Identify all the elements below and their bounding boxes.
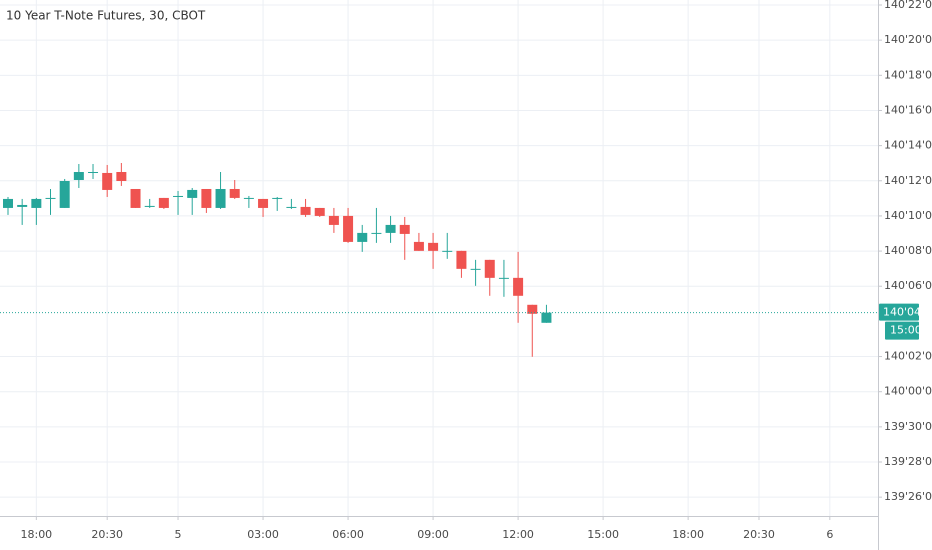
- candle-body: [102, 172, 113, 190]
- candle-body: [428, 242, 439, 251]
- x-tick-label: 18:00: [672, 528, 704, 541]
- x-tick-label: 15:00: [587, 528, 619, 541]
- y-tick-label: 140'06'0: [884, 279, 932, 292]
- candle-body: [272, 197, 283, 199]
- y-tick-label: 140'10'0: [884, 209, 932, 222]
- x-tick-label: 12:00: [502, 528, 534, 541]
- y-tick-label: 140'18'0: [884, 68, 932, 81]
- candle-body: [456, 250, 467, 269]
- x-tick-label: 20:30: [743, 528, 775, 541]
- candle-body: [300, 206, 311, 215]
- countdown-box: [885, 321, 919, 340]
- candle-body: [45, 197, 56, 199]
- candle-body: [215, 188, 226, 208]
- candle-body: [413, 241, 424, 251]
- y-tick-label: 140'12'0: [884, 174, 932, 187]
- candle-body: [357, 232, 368, 242]
- y-tick-label: 139'26'0: [884, 490, 932, 503]
- last-price-label: 140'04'5: [883, 306, 931, 319]
- x-tick-label: 6: [826, 528, 833, 541]
- candle-body: [399, 224, 410, 234]
- candle-body: [187, 189, 198, 198]
- candle-body: [158, 197, 169, 208]
- candle-body: [314, 207, 325, 216]
- candle-body: [442, 250, 453, 252]
- y-tick-label: 140'02'0: [884, 350, 932, 363]
- y-tick-label: 139'30'0: [884, 420, 932, 433]
- x-tick-label: 09:00: [417, 528, 449, 541]
- candle-body: [541, 312, 552, 323]
- candle-body: [31, 198, 42, 208]
- candle-body: [371, 232, 382, 234]
- candle-body: [470, 268, 481, 270]
- candle-body: [3, 198, 14, 208]
- candle-body: [88, 172, 99, 173]
- x-tick-label: 20:30: [91, 528, 123, 541]
- candle-body: [73, 172, 84, 180]
- candle-body: [130, 188, 141, 208]
- candle-body: [116, 172, 127, 181]
- candle-body: [385, 224, 396, 233]
- y-tick-label: 139'28'0: [884, 455, 932, 468]
- candle-body: [258, 198, 269, 208]
- y-tick-label: 140'00'0: [884, 385, 932, 398]
- candle-body: [286, 206, 297, 208]
- candle-body: [229, 188, 240, 198]
- candle-body: [513, 277, 524, 296]
- candle-body: [343, 215, 354, 242]
- candle-body: [328, 215, 339, 225]
- candle-body: [527, 304, 538, 314]
- y-tick-label: 140'08'0: [884, 244, 932, 257]
- x-tick-label: 03:00: [247, 528, 279, 541]
- x-tick-label: 06:00: [332, 528, 364, 541]
- last-price-box: [879, 303, 919, 321]
- candle-body: [484, 259, 495, 278]
- y-tick-label: 140'14'0: [884, 139, 932, 152]
- candle-body: [243, 197, 254, 199]
- x-tick-label: 18:00: [20, 528, 52, 541]
- countdown-label: 15:00: [890, 324, 922, 337]
- candle-body: [201, 188, 212, 208]
- candle-body: [59, 180, 70, 208]
- candle-body: [498, 277, 509, 279]
- candle-body: [173, 195, 184, 197]
- x-tick-label: 5: [175, 528, 182, 541]
- y-tick-label: 140'22'0: [884, 0, 932, 11]
- chart-title: 10 Year T-Note Futures, 30, CBOT: [6, 9, 206, 23]
- y-tick-label: 140'20'0: [884, 33, 932, 46]
- y-tick-label: 140'16'0: [884, 103, 932, 116]
- candle-body: [144, 205, 155, 207]
- candle-body: [17, 204, 28, 207]
